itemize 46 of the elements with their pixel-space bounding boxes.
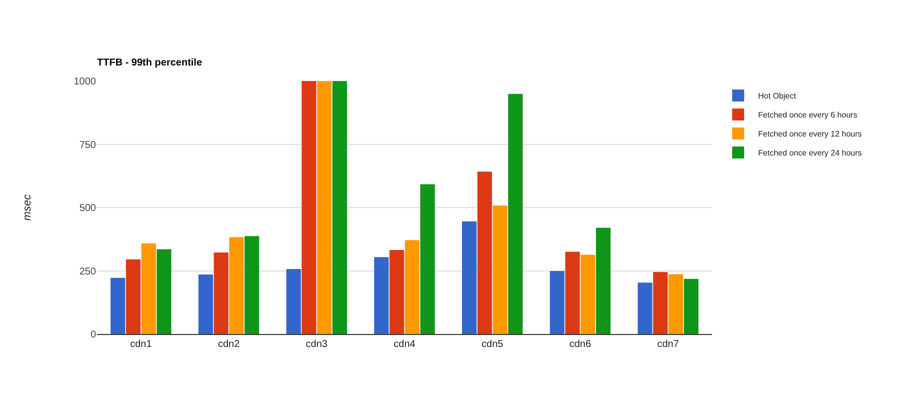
x-tick-label: cdn2 bbox=[218, 339, 240, 350]
bar bbox=[404, 240, 420, 334]
x-tick-label: cdn7 bbox=[657, 339, 680, 350]
x-tick-label: cdn5 bbox=[482, 339, 504, 350]
legend-label: Fetched once every 6 hours bbox=[758, 110, 858, 120]
bar bbox=[317, 81, 332, 334]
bar bbox=[596, 228, 611, 334]
bar bbox=[638, 282, 652, 334]
bar bbox=[420, 184, 435, 334]
bar bbox=[332, 81, 348, 334]
bar bbox=[580, 254, 596, 334]
bar bbox=[653, 272, 668, 334]
x-tick-label: cdn3 bbox=[306, 339, 328, 350]
bar bbox=[229, 237, 244, 334]
bar bbox=[214, 252, 228, 334]
bar bbox=[565, 252, 580, 334]
legend-label: Fetched once every 12 hours bbox=[758, 130, 862, 139]
legend-label: Fetched once every 24 hours bbox=[758, 148, 862, 158]
bar bbox=[477, 172, 492, 334]
bar bbox=[492, 205, 508, 334]
bar bbox=[244, 236, 260, 334]
y-tick-label: 500 bbox=[79, 203, 96, 214]
bar bbox=[198, 274, 214, 334]
chart-title: TTFB - 99th percentile bbox=[97, 58, 202, 68]
y-axis-title: msec bbox=[21, 194, 34, 221]
bar bbox=[508, 94, 523, 334]
x-tick-label: cdn6 bbox=[569, 339, 592, 350]
bar bbox=[156, 249, 172, 334]
y-tick-label: 750 bbox=[79, 140, 96, 151]
y-tick-label: 250 bbox=[79, 266, 96, 278]
y-tick-label: 0 bbox=[90, 330, 96, 340]
x-tick-label: cdn4 bbox=[394, 339, 416, 350]
bar bbox=[550, 271, 564, 334]
y-tick-label: 1000 bbox=[74, 76, 96, 88]
bar bbox=[668, 274, 684, 334]
bar bbox=[390, 250, 404, 334]
legend-label: Hot Object bbox=[758, 92, 797, 101]
bar bbox=[141, 243, 156, 334]
bar bbox=[684, 278, 698, 334]
bar bbox=[302, 81, 316, 334]
bar bbox=[110, 278, 126, 334]
bar bbox=[374, 257, 389, 334]
bar bbox=[126, 259, 141, 334]
bar bbox=[462, 221, 477, 334]
bar bbox=[286, 268, 301, 334]
x-tick-label: cdn1 bbox=[130, 339, 152, 350]
